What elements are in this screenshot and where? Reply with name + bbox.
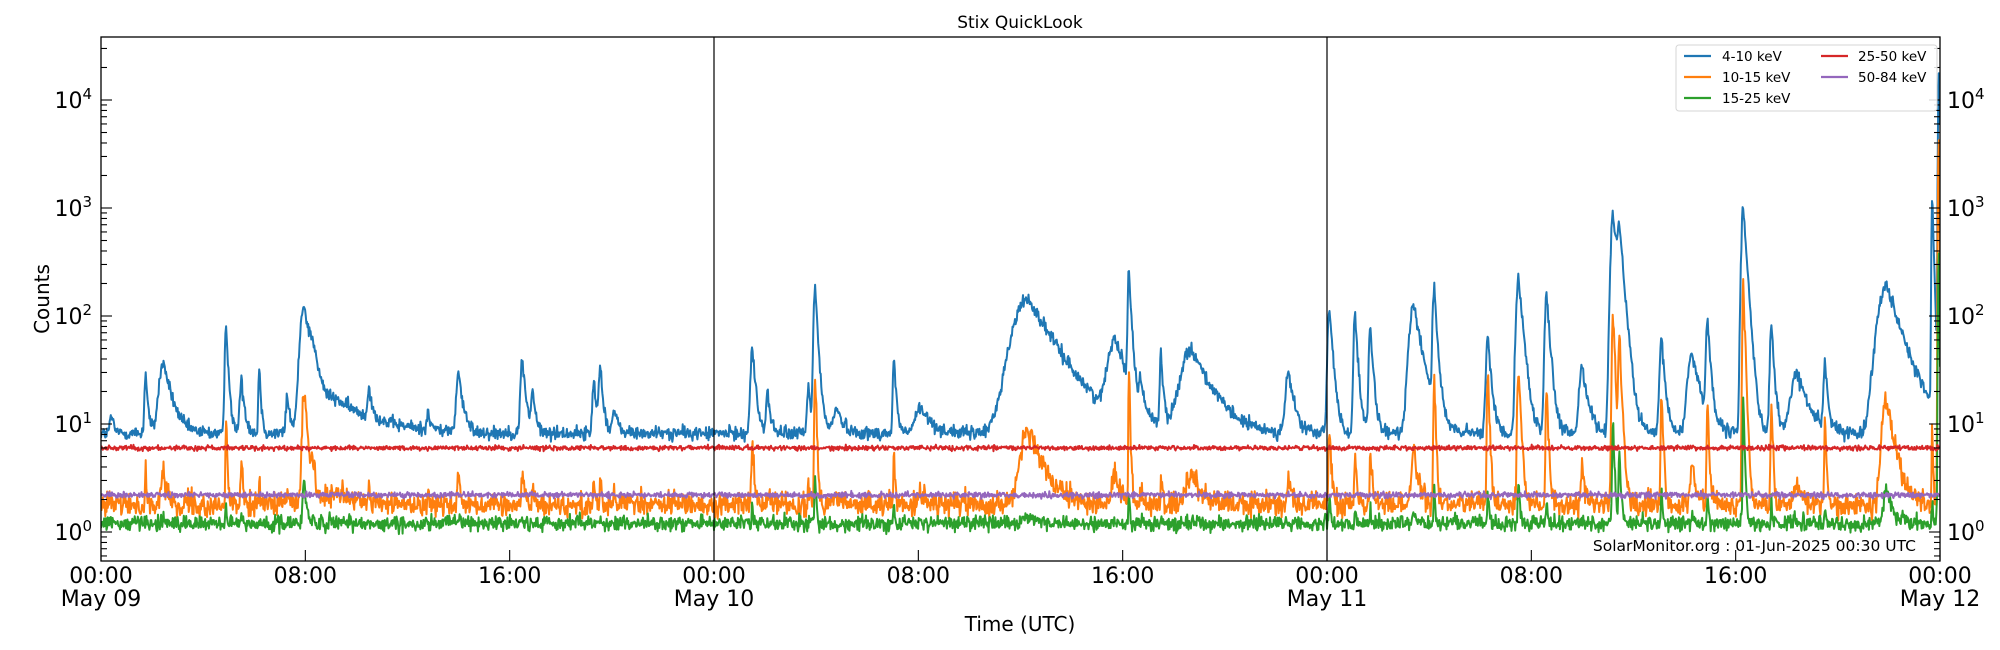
x-tick-label-date: May 11 xyxy=(1287,587,1367,612)
y-tick-exponent: 4 xyxy=(1975,85,1985,103)
legend-entry: 25-50 keV xyxy=(1821,49,1927,65)
day-boundary-lines xyxy=(713,37,1328,561)
plot-frame xyxy=(100,36,1941,562)
legend-label: 50-84 keV xyxy=(1858,70,1927,86)
y-tick-label: 101 xyxy=(1947,409,1985,438)
legend-label: 10-15 keV xyxy=(1722,70,1791,86)
y-tick-base: 10 xyxy=(54,413,82,438)
legend-label: 4-10 keV xyxy=(1722,49,1783,65)
legend-label: 15-25 keV xyxy=(1722,91,1791,107)
series-layer xyxy=(101,72,1940,536)
y-tick-exponent: 2 xyxy=(1975,301,1985,319)
y-tick-base: 10 xyxy=(54,305,82,330)
y-tick-base: 10 xyxy=(1947,197,1975,222)
y-tick-label: 101 xyxy=(54,409,92,438)
series-line-4-10-kev xyxy=(101,72,1940,443)
y-tick-base: 10 xyxy=(54,197,82,222)
x-tick-label-time: 00:00 xyxy=(1295,564,1358,589)
y-tick-exponent: 1 xyxy=(1975,409,1985,427)
x-tick-label-date: May 12 xyxy=(1900,587,1980,612)
x-tick-label-time: 08:00 xyxy=(887,564,950,589)
y-tick-label: 102 xyxy=(1947,301,1985,330)
y-tick-label: 100 xyxy=(1947,517,1985,546)
legend: 4-10 keV 10-15 keV 15-25 keV 25-50 keV 50-84… xyxy=(1675,44,1938,112)
x-tick-label-time: 08:00 xyxy=(274,564,337,589)
x-tick-label-time: 16:00 xyxy=(1704,564,1767,589)
x-tick-label-time: 16:00 xyxy=(478,564,541,589)
legend-entry: 4-10 keV xyxy=(1684,49,1783,65)
x-tick-label-time: 00:00 xyxy=(682,564,745,589)
y-tick-label: 103 xyxy=(54,193,92,222)
y-tick-label: 100 xyxy=(54,517,92,546)
x-tick-label-time: 08:00 xyxy=(1500,564,1563,589)
legend-entry: 10-15 keV xyxy=(1684,70,1791,86)
y-tick-exponent: 4 xyxy=(82,85,92,103)
y-tick-exponent: 0 xyxy=(82,517,92,535)
x-tick-label-time: 00:00 xyxy=(1908,564,1971,589)
y-tick-base: 10 xyxy=(54,89,82,114)
y-tick-base: 10 xyxy=(1947,305,1975,330)
legend-entry: 15-25 keV xyxy=(1684,91,1791,107)
y-tick-label: 102 xyxy=(54,301,92,330)
y-tick-base: 10 xyxy=(1947,521,1975,546)
series-line-15-25-kev xyxy=(101,252,1940,536)
series-line-50-84-kev xyxy=(101,489,1940,501)
axis-ticks xyxy=(100,47,1941,561)
y-tick-base: 10 xyxy=(1947,89,1975,114)
x-tick-label-time: 00:00 xyxy=(69,564,132,589)
y-tick-exponent: 3 xyxy=(1975,193,1985,211)
annotation-credit: SolarMonitor.org : 01-Jun-2025 00:30 UTC xyxy=(1593,537,1916,555)
y-tick-exponent: 1 xyxy=(82,409,92,427)
y-tick-base: 10 xyxy=(54,521,82,546)
y-tick-label: 103 xyxy=(1947,193,1985,222)
y-tick-base: 10 xyxy=(1947,413,1975,438)
y-tick-exponent: 2 xyxy=(82,301,92,319)
y-tick-label: 104 xyxy=(1947,85,1985,114)
legend-entry: 50-84 keV xyxy=(1821,70,1927,86)
legend-box xyxy=(1675,44,1938,112)
legend-label: 25-50 keV xyxy=(1858,49,1927,65)
chart-title: Stix QuickLook xyxy=(957,13,1083,33)
x-tick-label-date: May 10 xyxy=(674,587,754,612)
y-tick-exponent: 3 xyxy=(82,193,92,211)
x-tick-label-date: May 09 xyxy=(61,587,141,612)
series-line-10-15-kev xyxy=(101,139,1940,522)
x-axis-label: Time (UTC) xyxy=(964,612,1076,636)
y-tick-exponent: 0 xyxy=(1975,517,1985,535)
x-tick-label-time: 16:00 xyxy=(1091,564,1154,589)
series-line-25-50-kev xyxy=(101,443,1940,453)
y-axis-label: Counts xyxy=(30,264,54,334)
y-tick-label: 104 xyxy=(54,85,92,114)
